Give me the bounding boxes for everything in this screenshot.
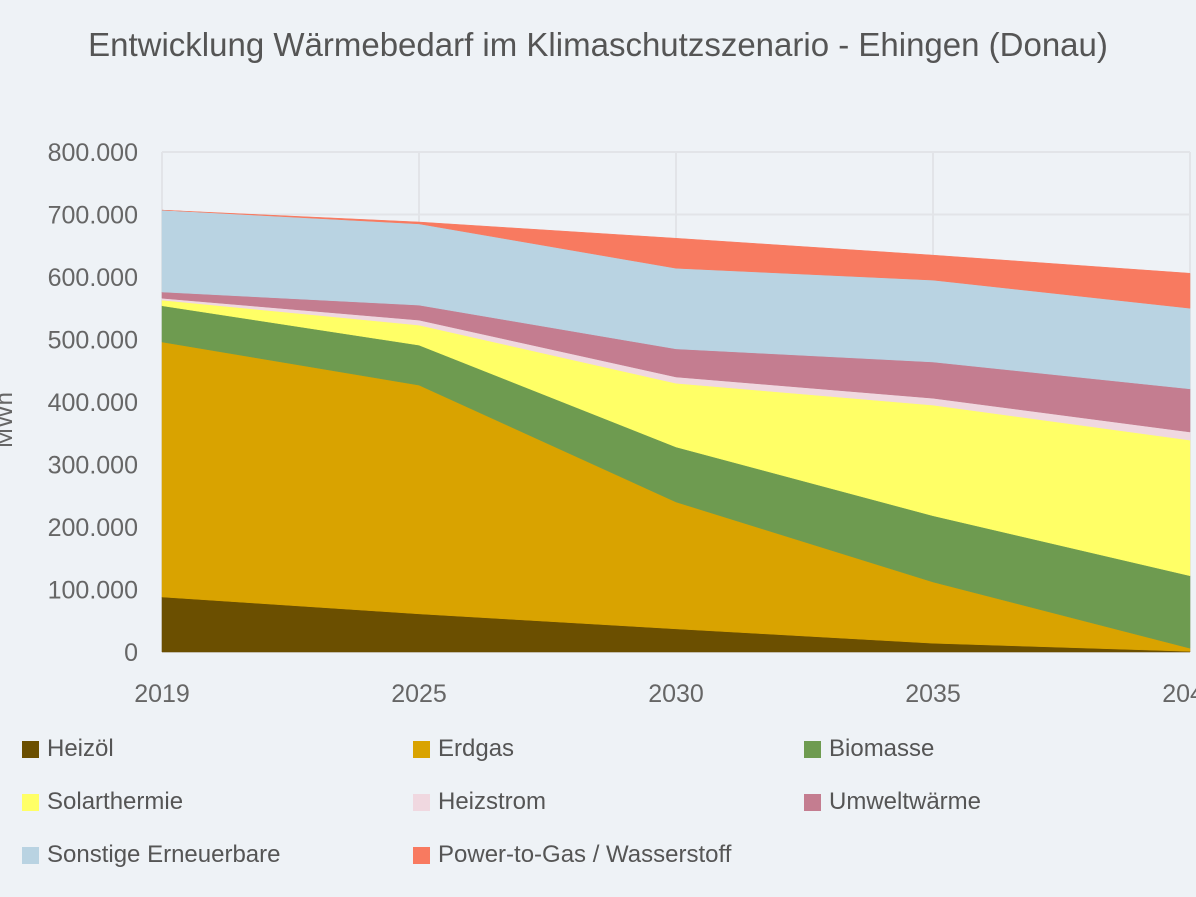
legend-label: Heizstrom bbox=[438, 788, 547, 815]
legend-swatch bbox=[22, 740, 39, 758]
legend-item[interactable]: Biomasse bbox=[804, 735, 934, 763]
legend-swatch bbox=[22, 846, 39, 864]
y-axis-label: MWh bbox=[0, 392, 18, 448]
legend-label: Power-to-Gas / Wasserstoff bbox=[438, 841, 732, 868]
y-tick-label: 400.000 bbox=[48, 389, 138, 417]
legend-swatch bbox=[413, 793, 430, 811]
legend-label: Biomasse bbox=[829, 735, 935, 762]
chart-title: Entwicklung Wärmebedarf im Klimaschutzsz… bbox=[88, 26, 1108, 63]
y-tick-label: 200.000 bbox=[48, 514, 138, 542]
legend-item[interactable]: Power-to-Gas / Wasserstoff bbox=[413, 841, 731, 869]
y-tick-label: 100.000 bbox=[48, 577, 138, 605]
y-tick-label: 800.000 bbox=[48, 139, 138, 167]
y-tick-label: 600.000 bbox=[48, 264, 138, 292]
legend-swatch bbox=[22, 793, 39, 811]
x-tick-label: 2019 bbox=[134, 680, 190, 708]
legend-swatch bbox=[804, 740, 821, 758]
legend-item[interactable]: Sonstige Erneuerbare bbox=[22, 841, 280, 869]
legend-item[interactable]: Umweltwärme bbox=[804, 788, 981, 816]
legend-label: Umweltwärme bbox=[829, 788, 982, 815]
y-tick-label: 500.000 bbox=[48, 327, 138, 355]
legend-label: Erdgas bbox=[438, 735, 515, 762]
legend-item[interactable]: Heizstrom bbox=[413, 788, 546, 816]
area-power-to-gas-wasserstoff bbox=[161, 209, 1191, 309]
legend-label: Heizöl bbox=[47, 735, 114, 762]
y-tick-label: 700.000 bbox=[48, 202, 138, 230]
x-tick-label: 2040 bbox=[1162, 680, 1196, 708]
legend-label: Solarthermie bbox=[47, 788, 184, 815]
legend-swatch bbox=[413, 846, 430, 864]
x-tick-label: 2030 bbox=[648, 680, 704, 708]
legend-label: Sonstige Erneuerbare bbox=[47, 841, 281, 868]
legend-item[interactable]: Solarthermie bbox=[22, 788, 183, 816]
x-tick-label: 2025 bbox=[391, 680, 447, 708]
legend-item[interactable]: Erdgas bbox=[413, 735, 514, 763]
x-tick-label: 2035 bbox=[905, 680, 961, 708]
legend-swatch bbox=[804, 793, 821, 811]
legend-item[interactable]: Heizöl bbox=[22, 735, 114, 763]
legend-swatch bbox=[413, 740, 430, 758]
y-tick-label: 300.000 bbox=[48, 452, 138, 480]
y-tick-label: 0 bbox=[124, 639, 138, 667]
